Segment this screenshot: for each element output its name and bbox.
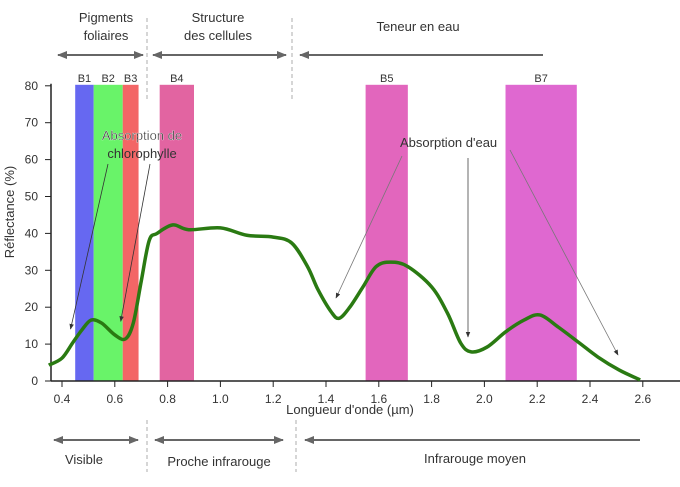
bottom-section-label: Infrarouge moyen bbox=[424, 451, 526, 466]
top-section-label: Teneur en eau bbox=[376, 19, 459, 34]
bottom-section-label: Proche infrarouge bbox=[167, 454, 270, 469]
x-tick-label: 1.8 bbox=[423, 392, 440, 406]
x-tick-label: 2.4 bbox=[582, 392, 599, 406]
x-tick-label: 2.2 bbox=[529, 392, 546, 406]
y-tick-label: 20 bbox=[25, 300, 39, 314]
annotation-chlorophyll-line2: chlorophylle bbox=[107, 146, 176, 161]
annotation-arrow bbox=[509, 149, 619, 356]
annotation-arrow bbox=[119, 163, 151, 322]
x-tick-label: 0.4 bbox=[54, 392, 71, 406]
band-b1 bbox=[75, 84, 94, 382]
y-tick-label: 40 bbox=[25, 226, 39, 240]
annotation-chlorophyll-line1: Absorption de bbox=[102, 128, 182, 143]
x-tick-label: 0.6 bbox=[106, 392, 123, 406]
band-label-b3: B3 bbox=[124, 73, 137, 85]
x-tick-label: 1.6 bbox=[370, 392, 387, 406]
band-b5 bbox=[365, 84, 408, 382]
band-b4 bbox=[159, 84, 194, 382]
annotation-water: Absorption d'eau bbox=[400, 135, 497, 150]
reflectance-curve bbox=[47, 223, 641, 382]
spectral-bands: B1 B2 B3 B4 B5 B7 bbox=[75, 73, 577, 382]
y-axis-label: Réflectance (%) bbox=[2, 166, 17, 258]
top-section-label: Pigments bbox=[79, 10, 134, 25]
y-tick-label: 50 bbox=[25, 190, 39, 204]
y-tick-label: 10 bbox=[25, 337, 39, 351]
band-label-b4: B4 bbox=[170, 73, 183, 85]
spectral-sections: Pigments foliaires Structure des cellules Te… bbox=[53, 10, 640, 472]
band-label-b7: B7 bbox=[534, 73, 547, 85]
band-b2 bbox=[93, 84, 123, 382]
bottom-section-label: Visible bbox=[65, 452, 103, 467]
annotation-arrow bbox=[69, 163, 109, 330]
band-b3 bbox=[122, 84, 139, 382]
band-b7 bbox=[505, 84, 577, 382]
y-tick-label: 70 bbox=[25, 116, 39, 130]
axes: 0 10 20 30 40 50 60 70 80 0.4 0.6 0.8 1.0 1.2 1.4 1.6 1.… bbox=[25, 79, 680, 406]
annotations: Absorption de chlorophylle Absorption d'ea… bbox=[69, 128, 619, 356]
y-tick-label: 80 bbox=[25, 79, 39, 93]
x-tick-label: 1.4 bbox=[318, 392, 335, 406]
band-label-b1: B1 bbox=[78, 73, 91, 85]
y-tick-label: 60 bbox=[25, 153, 39, 167]
x-tick-label: 2.0 bbox=[476, 392, 493, 406]
y-tick-label: 30 bbox=[25, 263, 39, 277]
top-section-label: foliaires bbox=[84, 28, 129, 43]
x-tick-label: 2.6 bbox=[634, 392, 651, 406]
band-label-b2: B2 bbox=[101, 73, 114, 85]
top-section-label: des cellules bbox=[184, 28, 252, 43]
x-tick-label: 1.0 bbox=[212, 392, 229, 406]
band-label-b5: B5 bbox=[380, 73, 393, 85]
x-tick-label: 0.8 bbox=[159, 392, 176, 406]
top-section-label: Structure bbox=[192, 10, 245, 25]
x-axis-label: Longueur d'onde (µm) bbox=[286, 402, 414, 417]
annotation-arrow bbox=[335, 155, 403, 299]
reflectance-line bbox=[47, 223, 641, 382]
y-tick-label: 0 bbox=[31, 374, 38, 388]
x-tick-label: 1.2 bbox=[265, 392, 282, 406]
